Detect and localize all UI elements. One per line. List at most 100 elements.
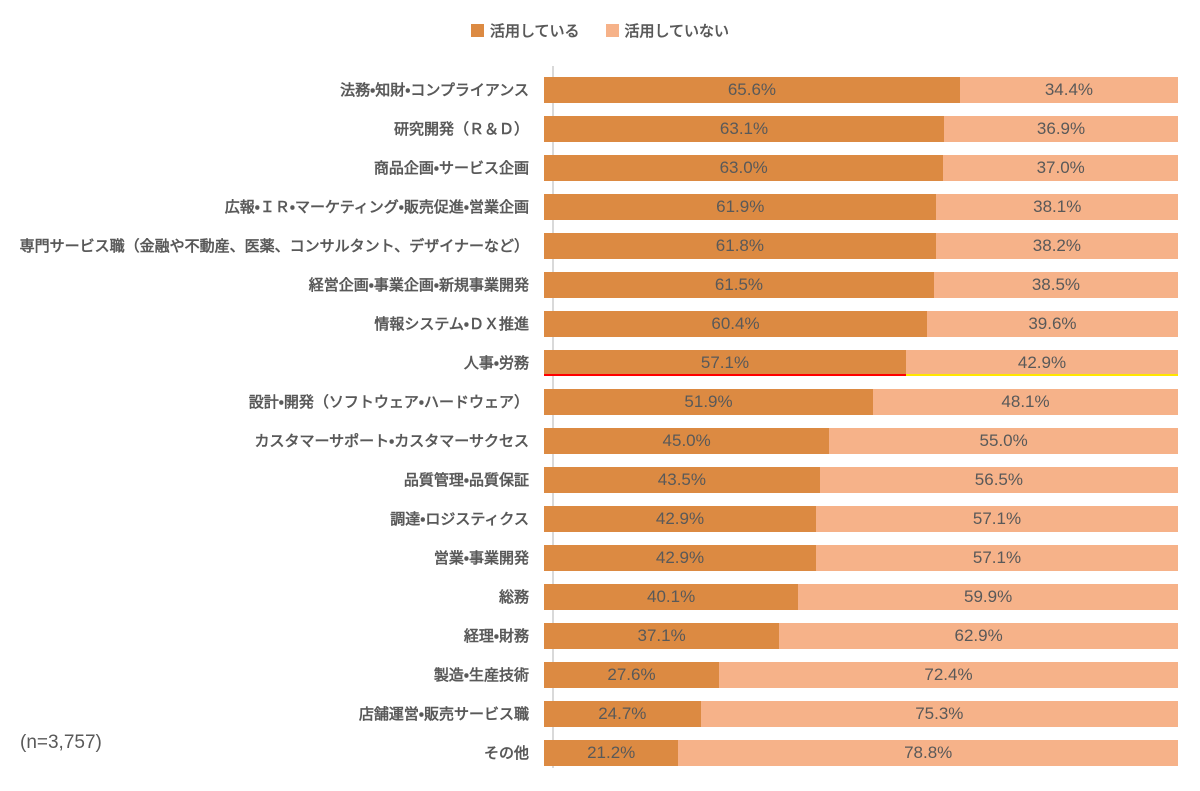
category-label: 人事・労務 [463,355,529,372]
value-label: 61.9% [716,196,765,216]
value-label: 45.0% [662,430,711,450]
category-label: カスタマーサポート・カスタマーサクセス [254,433,529,450]
stacked-bar: 42.9% 57.1% [544,505,1178,532]
segment-inactive: 55.0% [829,427,1178,454]
legend-label-inactive: 活用していない [624,23,730,40]
segment-inactive: 42.9% [906,349,1178,376]
segment-active: 43.5% [544,466,820,493]
segment-inactive: 36.9% [944,115,1178,142]
chart-row: 営業・事業開発 42.9% 57.1% [0,538,1178,577]
stacked-bar: 40.1% 59.9% [544,583,1178,610]
stacked-bar: 24.7% 75.3% [544,700,1178,727]
value-label: 37.1% [637,625,686,645]
segment-active: 42.9% [544,544,816,571]
stacked-bar: 51.9% 48.1% [544,388,1178,415]
legend: 活用している 活用していない [0,20,1200,41]
chart-row: 経理・財務 37.1% 62.9% [0,616,1178,655]
segment-inactive: 34.4% [959,76,1178,103]
plot-area: 法務・知財・コンプライアンス 65.6% 34.4% 研究開発（Ｒ＆Ｄ） 63.1% 36… [0,70,1178,772]
category-label: 広報・ＩＲ・マーケティング・販売促進・営業企画 [224,199,529,216]
chart-row: 店舗運営・販売サービス職 24.7% 75.3% [0,694,1178,733]
segment-inactive: 37.0% [943,154,1178,181]
segment-inactive: 59.9% [798,583,1178,610]
value-label: 63.0% [719,157,768,177]
value-label: 72.4% [924,664,973,684]
value-label: 59.9% [964,586,1013,606]
category-label: 研究開発（Ｒ＆Ｄ） [393,121,529,138]
stacked-bar: 65.6% 34.4% [544,76,1178,103]
chart-row: 品質管理・品質保証 43.5% 56.5% [0,460,1178,499]
value-label: 61.8% [715,235,764,255]
chart-row: 調達・ロジスティクス 42.9% 57.1% [0,499,1178,538]
category-label: 経営企画・事業企画・新規事業開発 [308,277,529,294]
segment-inactive: 38.1% [936,193,1178,220]
chart-row: 商品企画・サービス企画 63.0% 37.0% [0,148,1178,187]
value-label: 56.5% [974,469,1023,489]
value-label: 65.6% [727,79,777,99]
value-label: 51.9% [684,391,733,411]
value-label: 37.0% [1036,157,1085,177]
chart-row: 法務・知財・コンプライアンス 65.6% 34.4% [0,70,1178,109]
segment-inactive: 78.8% [678,739,1178,766]
segment-inactive: 38.5% [933,271,1178,298]
chart-row: カスタマーサポート・カスタマーサクセス 45.0% 55.0% [0,421,1178,460]
segment-active: 61.8% [544,232,936,259]
segment-active: 65.6% [544,76,960,103]
segment-inactive: 62.9% [779,622,1178,649]
stacked-bar: 37.1% 62.9% [544,622,1178,649]
category-label: 専門サービス職（金融や不動産、医薬、コンサルタント、デザイナーなど） [19,238,529,255]
stacked-bar: 61.5% 38.5% [544,271,1178,298]
stacked-bar: 42.9% 57.1% [544,544,1178,571]
value-label: 62.9% [954,625,1003,645]
value-label: 78.8% [904,742,953,762]
value-label: 21.2% [587,742,636,762]
category-label: 品質管理・品質保証 [403,472,529,489]
category-label: 法務・知財・コンプライアンス [340,82,529,99]
chart-row: 人事・労務 57.1% 42.9% [0,343,1178,382]
value-label: 75.3% [915,703,964,723]
segment-inactive: 56.5% [819,466,1178,493]
segment-inactive: 57.1% [815,544,1178,571]
segment-active: 21.2% [544,739,679,766]
category-label: 営業・事業開発 [433,550,529,567]
legend-label-active: 活用している [489,23,580,40]
segment-active: 24.7% [544,700,701,727]
category-label: 情報システム・ＤＸ推進 [374,316,529,333]
value-label: 57.1% [972,508,1022,528]
sample-size-note: (n=3,757) [20,732,102,753]
segment-active: 60.4% [544,310,927,337]
segment-inactive: 72.4% [718,661,1178,688]
chart-row: 情報システム・ＤＸ推進 60.4% 39.6% [0,304,1178,343]
chart-row: 設計・開発（ソフトウェア・ハードウェア） 51.9% 48.1% [0,382,1178,421]
chart-row: 専門サービス職（金融や不動産、医薬、コンサルタント、デザイナーなど） 61.8% 3… [0,226,1178,265]
value-label: 48.1% [1001,391,1050,411]
chart-row: その他 21.2% 78.8% [0,733,1178,772]
stacked-bar: 60.4% 39.6% [544,310,1178,337]
segment-active: 57.1% [544,349,906,376]
value-label: 40.1% [647,586,696,606]
value-label: 61.5% [714,274,764,294]
value-label: 34.4% [1044,79,1094,99]
category-axis-line [552,66,554,768]
segment-active: 42.9% [544,505,816,532]
category-label: 経理・財務 [463,628,529,645]
stacked-bar: 61.8% 38.2% [544,232,1178,259]
stacked-bar: 43.5% 56.5% [544,466,1178,493]
category-label: 設計・開発（ソフトウェア・ハードウェア） [248,394,529,411]
chart-row: 広報・ＩＲ・マーケティング・販売促進・営業企画 61.9% 38.1% [0,187,1178,226]
segment-active: 63.0% [544,154,944,181]
category-label: 調達・ロジスティクス [390,511,529,528]
segment-active: 27.6% [544,661,719,688]
segment-active: 61.9% [544,193,937,220]
segment-active: 51.9% [544,388,874,415]
category-label: その他 [483,745,529,762]
segment-active: 40.1% [544,583,799,610]
value-label: 42.9% [1017,352,1067,372]
value-label: 38.2% [1032,235,1081,255]
chart-row: 総務 40.1% 59.9% [0,577,1178,616]
stacked-bar: 63.0% 37.0% [544,154,1178,181]
segment-active: 61.5% [544,271,934,298]
segment-inactive: 57.1% [815,505,1178,532]
value-label: 39.6% [1028,313,1077,333]
